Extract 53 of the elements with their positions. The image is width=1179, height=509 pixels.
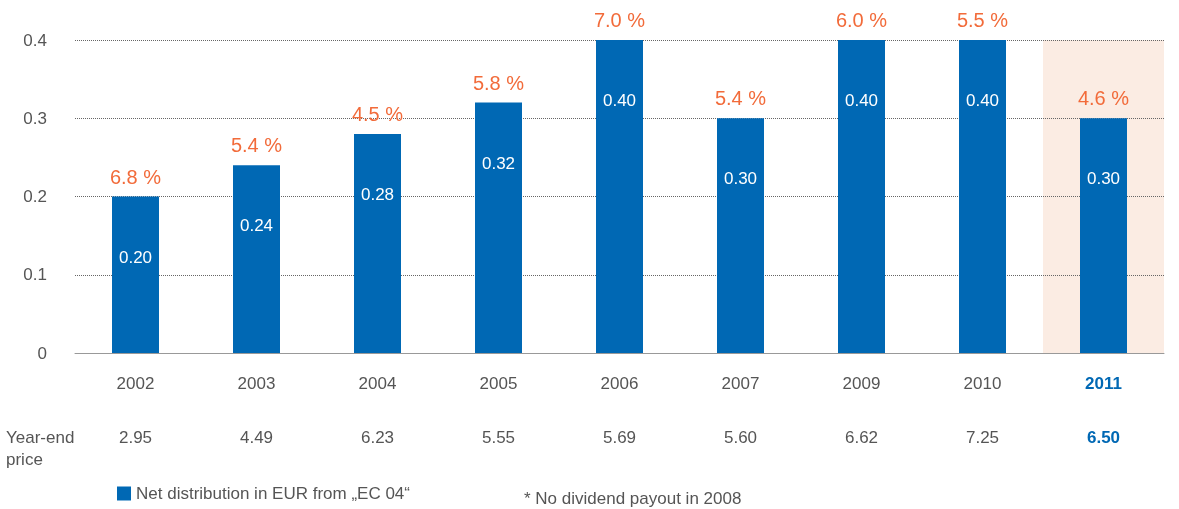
text: 5.69 [602, 427, 637, 447]
data-label: 0.32 [481, 153, 516, 173]
x-tick-label: 2010 [963, 374, 1002, 393]
data-label: 0.30 [723, 169, 758, 189]
bar [354, 133, 401, 353]
text: 2.95 [118, 427, 153, 447]
legend-label: Net distribution in EUR from „EC 04“ [136, 484, 411, 503]
x-tick-label: 2002 [116, 374, 155, 393]
annotation: 5.8 % [472, 71, 525, 94]
data-label: 0.40 [844, 91, 879, 110]
annotation: 6.0 % [835, 9, 888, 31]
text: 6.50 [1086, 427, 1121, 447]
data-label: 0.24 [239, 216, 274, 236]
x-tick-label: 2007 [721, 374, 760, 393]
text: 4.49 [239, 427, 274, 447]
text: Year-end price [6, 427, 80, 469]
bar [717, 118, 764, 353]
annotation: 7.0 % [593, 9, 646, 31]
y-tick-label: 0 [37, 343, 47, 363]
annotation: 4.6 % [1077, 87, 1130, 110]
bar [838, 40, 885, 353]
text: 7.25 [965, 427, 1000, 447]
bar [112, 196, 159, 353]
x-tick-label: 2003 [237, 374, 276, 393]
data-label: 0.20 [118, 247, 153, 267]
text: 5.55 [481, 427, 516, 447]
y-tick-label: 0.1 [23, 265, 47, 285]
data-label: 0.30 [1086, 169, 1121, 189]
bar [233, 165, 280, 353]
text: 6.62 [844, 427, 879, 447]
annotation: 5.4 % [714, 87, 767, 110]
text: 5.60 [723, 427, 758, 447]
bar [1080, 118, 1127, 353]
text: * No dividend payout in 2008 [524, 489, 742, 508]
annotation: 5.5 % [956, 9, 1009, 31]
x-tick-label: 2011 [1085, 374, 1122, 393]
bar [959, 40, 1006, 353]
x-tick-label: 2004 [358, 374, 397, 393]
data-label: 0.28 [360, 184, 395, 204]
y-tick-label: 0.2 [23, 187, 47, 206]
x-tick-label: 2006 [600, 374, 639, 393]
bar [475, 102, 522, 353]
bar [596, 40, 643, 353]
annotation: 5.4 % [230, 134, 283, 157]
y-tick-label: 0.3 [23, 108, 47, 128]
data-label: 0.40 [965, 91, 1000, 110]
data-label: 0.40 [602, 91, 637, 110]
y-tick-label: 0.4 [23, 30, 47, 50]
x-tick-label: 2005 [479, 374, 518, 393]
x-tick-label: 2009 [842, 374, 881, 393]
text: 6.23 [360, 427, 395, 447]
annotation: 4.5 % [351, 102, 404, 125]
annotation: 6.8 % [109, 165, 162, 188]
